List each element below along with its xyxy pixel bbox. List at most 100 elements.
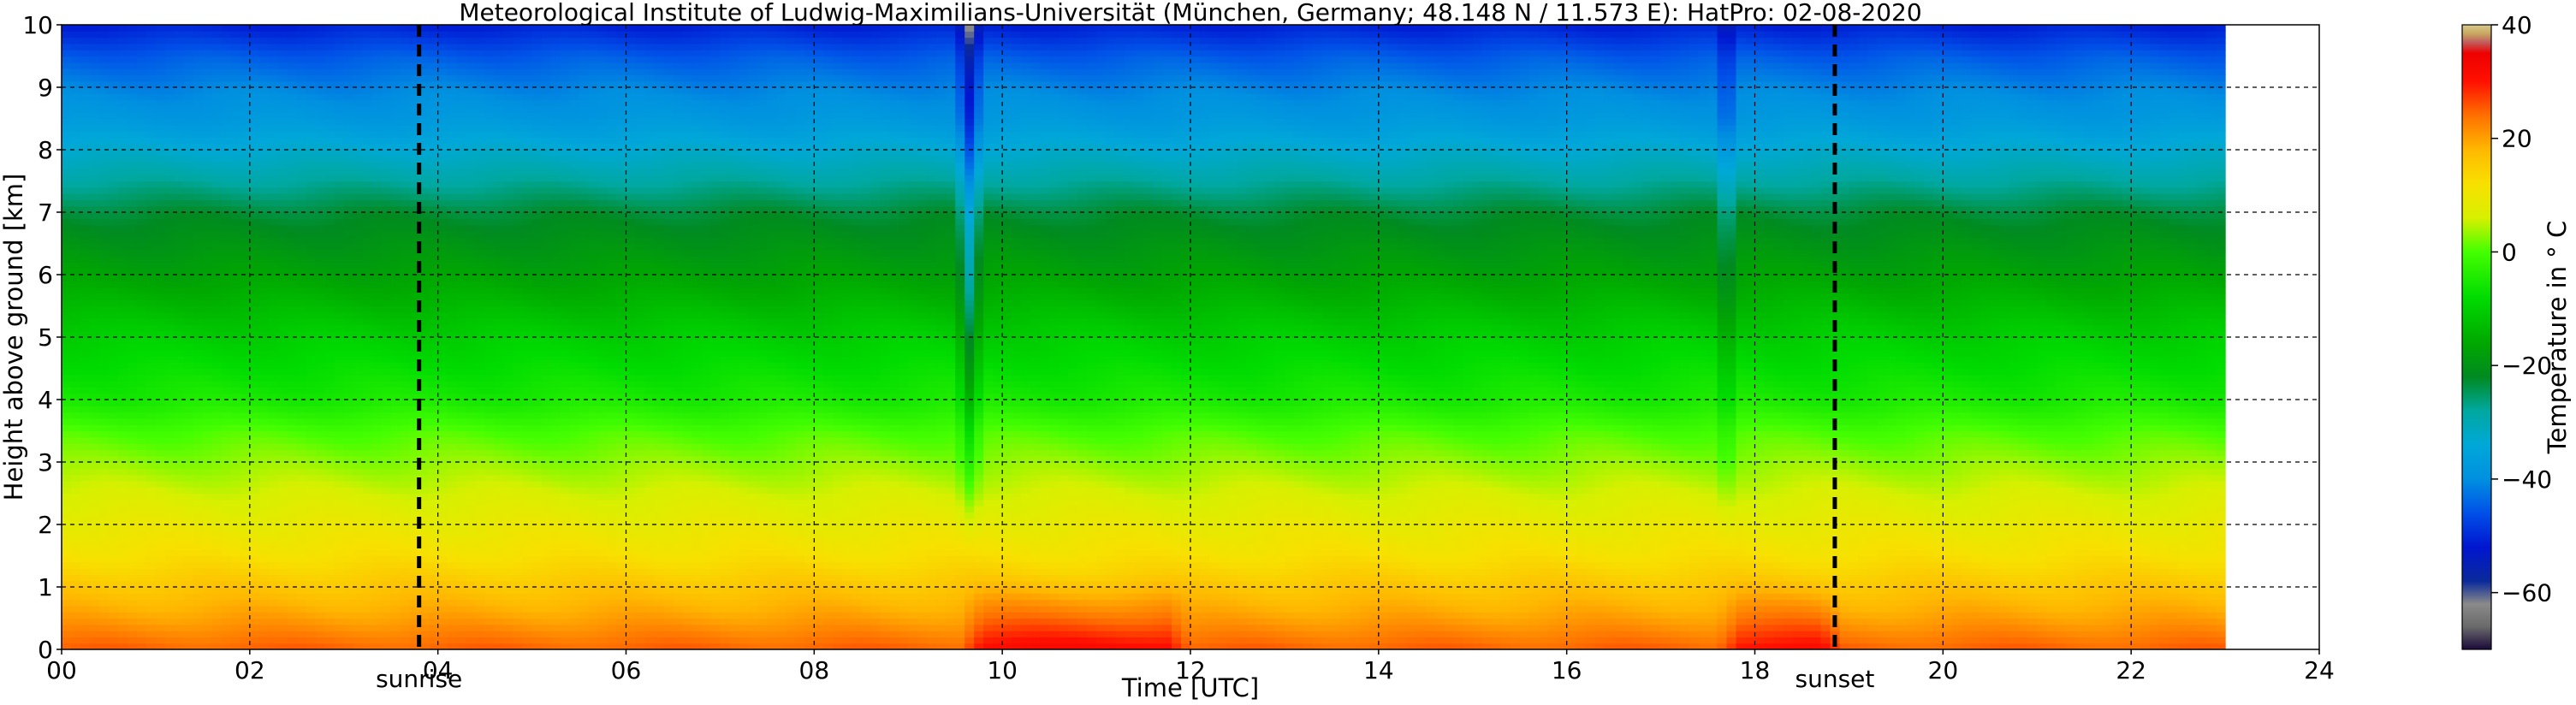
heatmap-cell <box>71 237 81 244</box>
heatmap-cell <box>344 237 354 244</box>
heatmap-cell <box>448 199 458 206</box>
heatmap-cell <box>269 244 279 251</box>
heatmap-cell <box>382 163 392 169</box>
heatmap-cell <box>156 193 166 200</box>
heatmap-cell <box>222 406 232 412</box>
heatmap-cell <box>231 62 241 69</box>
heatmap-cell <box>146 25 157 32</box>
heatmap-cell <box>156 237 166 244</box>
heatmap-cell <box>391 93 401 100</box>
heatmap-cell <box>448 163 458 169</box>
heatmap-cell <box>165 262 175 269</box>
heatmap-cell <box>109 231 119 238</box>
heatmap-cell <box>316 631 326 637</box>
heatmap-cell <box>401 530 411 537</box>
heatmap-cell <box>212 299 223 306</box>
heatmap-cell <box>90 600 100 607</box>
heatmap-cell <box>175 244 185 251</box>
heatmap-cell <box>109 400 119 406</box>
heatmap-cell <box>175 437 185 444</box>
heatmap-cell <box>165 431 175 438</box>
heatmap-cell <box>278 312 288 319</box>
heatmap-cell <box>99 506 110 512</box>
heatmap-cell <box>504 175 514 181</box>
heatmap-cell <box>438 356 448 363</box>
heatmap-cell <box>137 287 147 294</box>
heatmap-cell <box>203 169 213 175</box>
heatmap-cell <box>513 212 524 219</box>
heatmap-cell <box>372 31 383 38</box>
heatmap-cell <box>128 568 138 575</box>
heatmap-cell <box>457 306 467 313</box>
heatmap-cell <box>457 275 467 281</box>
heatmap-cell <box>335 275 345 281</box>
heatmap-cell <box>118 93 128 100</box>
heatmap-cell <box>438 606 448 613</box>
heatmap-cell <box>137 56 147 63</box>
heatmap-cell <box>231 156 241 163</box>
heatmap-cell <box>231 244 241 251</box>
heatmap-cell <box>90 125 100 132</box>
heatmap-cell <box>476 231 486 238</box>
heatmap-cell <box>212 150 223 157</box>
heatmap-cell <box>382 181 392 188</box>
heatmap-cell <box>80 50 91 56</box>
heatmap-cell <box>165 62 175 69</box>
heatmap-cell <box>71 150 81 157</box>
heatmap-cell <box>259 587 270 594</box>
heatmap-cell <box>71 181 81 188</box>
heatmap-cell <box>335 125 345 132</box>
heatmap-cell <box>476 56 486 63</box>
heatmap-cell <box>523 44 533 50</box>
heatmap-cell <box>353 449 364 456</box>
heatmap-cell <box>504 462 514 469</box>
heatmap-cell <box>288 412 298 419</box>
heatmap-cell <box>193 587 204 594</box>
heatmap-cell <box>306 324 317 331</box>
heatmap-cell <box>212 237 223 244</box>
heatmap-cell <box>382 31 392 38</box>
heatmap-cell <box>278 87 288 94</box>
heatmap-cell <box>259 163 270 169</box>
heatmap-cell <box>504 337 514 344</box>
heatmap-cell <box>344 193 354 200</box>
heatmap-cell <box>429 318 439 325</box>
heatmap-cell <box>146 287 157 294</box>
heatmap-cell <box>306 175 317 181</box>
heatmap-cell <box>212 375 223 382</box>
heatmap-cell <box>466 293 477 300</box>
heatmap-cell <box>391 369 401 376</box>
heatmap-cell <box>278 431 288 438</box>
heatmap-cell <box>231 418 241 425</box>
heatmap-cell <box>90 199 100 206</box>
heatmap-cell <box>513 125 524 132</box>
heatmap-cell <box>466 31 477 38</box>
heatmap-cell <box>184 406 194 412</box>
heatmap-cell <box>372 494 383 501</box>
heatmap-cell <box>401 512 411 518</box>
heatmap-cell <box>184 156 194 163</box>
heatmap-cell <box>137 74 147 81</box>
heatmap-cell <box>278 562 288 569</box>
heatmap-cell <box>523 237 533 244</box>
heatmap-cell <box>80 400 91 406</box>
heatmap-cell <box>90 424 100 431</box>
heatmap-cell <box>344 400 354 406</box>
heatmap-cell <box>457 237 467 244</box>
heatmap-cell <box>118 187 128 194</box>
heatmap-cell <box>438 412 448 419</box>
heatmap-cell <box>288 587 298 594</box>
heatmap-cell <box>146 50 157 56</box>
heatmap-cell <box>448 50 458 56</box>
heatmap-cell <box>278 494 288 501</box>
heatmap-cell <box>353 494 364 501</box>
heatmap-cell <box>90 244 100 251</box>
heatmap-cell <box>504 293 514 300</box>
heatmap-cell <box>363 381 373 388</box>
heatmap-cell <box>391 137 401 144</box>
heatmap-cell <box>504 324 514 331</box>
heatmap-cell <box>128 156 138 163</box>
heatmap-cell <box>485 431 496 438</box>
heatmap-cell <box>372 437 383 444</box>
heatmap-cell <box>156 437 166 444</box>
